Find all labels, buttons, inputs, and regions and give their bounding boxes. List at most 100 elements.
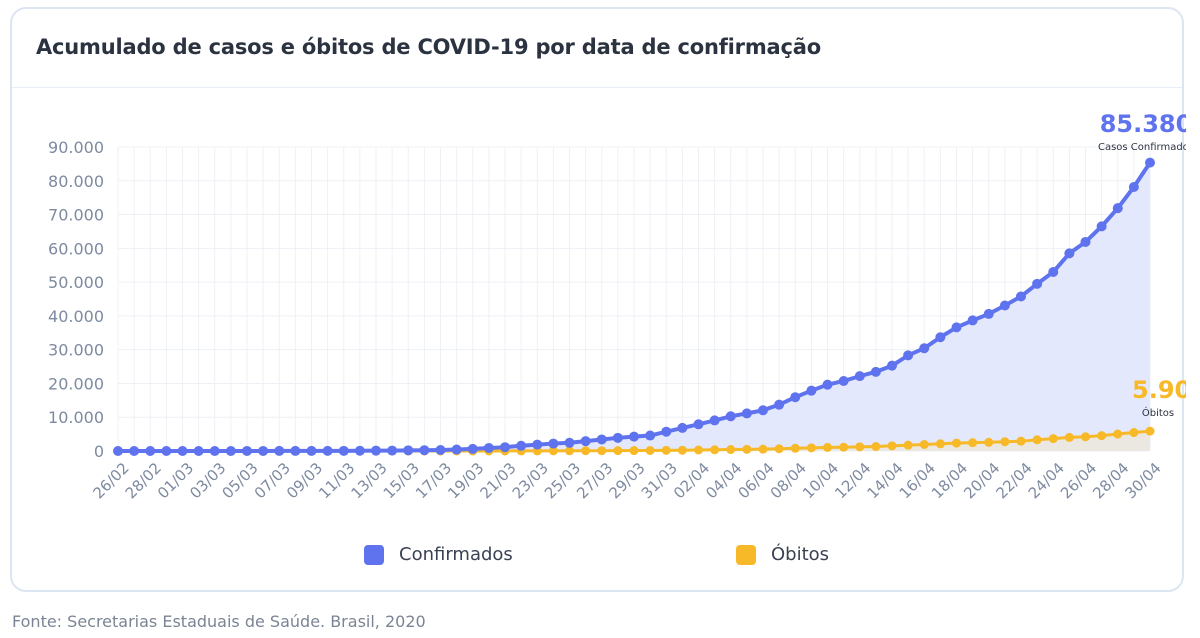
point-confirmados — [951, 322, 962, 333]
x-tick-label: 19/03 — [444, 459, 487, 502]
annotation-obitos-label: Óbitos — [1142, 406, 1174, 419]
x-tick-label: 05/03 — [218, 459, 261, 502]
point-obitos — [597, 446, 607, 456]
card-header — [12, 9, 1182, 88]
point-confirmados — [741, 408, 752, 419]
point-obitos — [1145, 426, 1155, 436]
y-tick-label: 60.000 — [48, 239, 104, 258]
annotation-confirmados-label: Casos Confirmados — [1098, 142, 1186, 153]
point-confirmados — [596, 434, 607, 445]
legend-item-confirmados[interactable]: Confirmados — [364, 544, 513, 565]
point-confirmados — [193, 445, 204, 456]
point-confirmados — [306, 445, 317, 456]
point-confirmados — [129, 445, 140, 456]
chart-svg: 0 10.000 20.000 30.000 40.000 50.000 60.000 70.… — [48, 110, 1186, 502]
x-tick-label: 26/02 — [89, 459, 132, 502]
point-confirmados — [419, 445, 430, 456]
point-confirmados — [967, 315, 978, 326]
point-confirmados — [693, 419, 704, 430]
legend-swatch-confirmados — [364, 544, 384, 565]
point-confirmados — [145, 445, 156, 456]
point-confirmados — [516, 440, 527, 451]
x-tick-label: 21/03 — [476, 459, 519, 502]
x-tick-label: 22/04 — [992, 459, 1035, 502]
point-obitos — [887, 441, 897, 451]
point-obitos — [661, 445, 671, 455]
point-obitos — [806, 443, 816, 453]
legend-label-confirmados: Confirmados — [399, 544, 513, 565]
point-obitos — [1129, 428, 1139, 438]
point-confirmados — [322, 445, 333, 456]
source-note: Fonte: Secretarias Estaduais de Saúde. B… — [12, 612, 426, 631]
point-confirmados — [548, 438, 559, 449]
point-obitos — [613, 446, 623, 456]
x-tick-label: 29/03 — [605, 459, 648, 502]
y-tick-label: 0 — [94, 442, 104, 461]
point-obitos — [952, 438, 961, 448]
x-tick-label: 12/04 — [831, 459, 874, 502]
x-tick-label: 28/04 — [1089, 459, 1132, 502]
point-obitos — [629, 446, 639, 456]
point-obitos — [1032, 435, 1042, 445]
point-obitos — [1113, 429, 1123, 439]
point-confirmados — [113, 445, 123, 456]
point-confirmados — [274, 445, 285, 456]
x-tick-label: 01/03 — [154, 459, 197, 502]
point-obitos — [1000, 437, 1010, 447]
point-confirmados — [177, 445, 188, 456]
point-confirmados — [1080, 236, 1091, 247]
point-confirmados — [645, 430, 656, 441]
point-confirmados — [403, 445, 414, 456]
point-confirmados — [338, 445, 349, 456]
legend-label-obitos: Óbitos — [771, 544, 830, 565]
x-tick-label: 24/04 — [1025, 459, 1068, 502]
point-obitos — [1016, 436, 1026, 446]
point-confirmados — [451, 444, 462, 455]
x-tick-label: 11/03 — [315, 459, 358, 502]
x-tick-label: 14/04 — [863, 459, 906, 502]
x-tick-label: 13/03 — [347, 459, 390, 502]
x-tick-label: 27/03 — [573, 459, 616, 502]
point-obitos — [871, 442, 881, 452]
point-obitos — [919, 440, 929, 450]
point-confirmados — [1112, 203, 1123, 214]
x-tick-label: 17/03 — [412, 459, 455, 502]
point-confirmados — [838, 375, 849, 386]
annotation-confirmados-value: 85.380 — [1100, 110, 1186, 138]
x-tick-label: 23/03 — [509, 459, 552, 502]
point-confirmados — [1064, 248, 1075, 259]
point-obitos — [726, 445, 736, 455]
point-obitos — [565, 446, 574, 456]
point-obitos — [790, 443, 800, 453]
point-confirmados — [467, 443, 478, 454]
point-obitos — [694, 445, 703, 455]
x-tick-label: 09/03 — [283, 459, 326, 502]
x-tick-label: 04/04 — [702, 459, 745, 502]
point-obitos — [903, 440, 913, 450]
point-obitos — [1097, 431, 1107, 441]
point-obitos — [935, 439, 945, 449]
point-confirmados — [983, 308, 994, 319]
point-confirmados — [225, 445, 236, 456]
point-confirmados — [1032, 278, 1043, 289]
y-tick-label: 80.000 — [48, 172, 104, 191]
point-confirmados — [500, 442, 510, 453]
point-confirmados — [806, 385, 817, 396]
x-tick-label: 07/03 — [251, 459, 294, 502]
point-confirmados — [1145, 157, 1155, 168]
point-obitos — [758, 444, 768, 454]
x-tick-label: 03/03 — [186, 459, 229, 502]
point-confirmados — [371, 445, 381, 456]
y-tick-label: 50.000 — [48, 273, 104, 292]
point-confirmados — [903, 350, 914, 361]
point-confirmados — [1048, 266, 1059, 277]
x-tick-label: 18/04 — [928, 459, 971, 502]
point-confirmados — [258, 445, 269, 456]
legend-item-obitos[interactable]: Óbitos — [736, 544, 829, 565]
point-confirmados — [564, 437, 575, 448]
point-confirmados — [854, 371, 865, 382]
y-tick-label: 70.000 — [48, 206, 104, 225]
point-obitos — [1048, 434, 1058, 444]
point-obitos — [677, 445, 687, 455]
point-obitos — [823, 442, 832, 452]
